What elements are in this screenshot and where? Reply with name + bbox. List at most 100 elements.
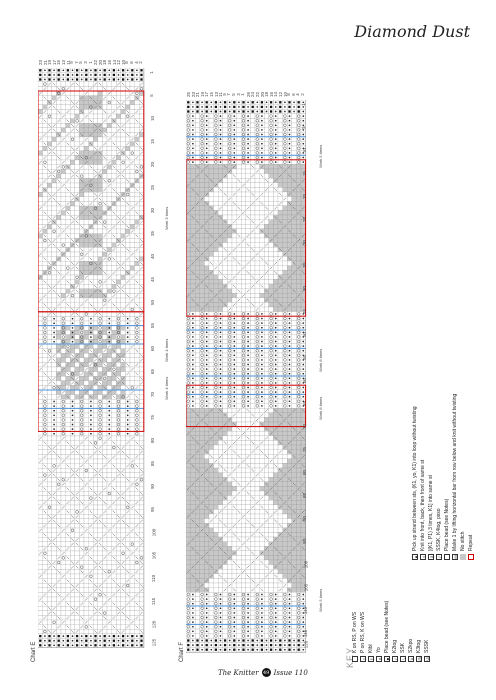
key-item: M Make 1 by lifting horizontal bar from r… [452, 394, 458, 560]
bead-square-icon: ■ [384, 656, 390, 662]
chart-e-row-number-15: 75 [150, 414, 156, 421]
chart-f-row-number-17: 85 [302, 492, 308, 499]
chart-f-row-number-19: 95 [302, 538, 308, 545]
key-item: \3 SSSK [424, 640, 430, 662]
chart-f-row-number-14: 70 [302, 423, 308, 430]
chart-e-row-number-22: 110 [151, 574, 157, 583]
key-item: Place bead (see Notes) [444, 499, 450, 560]
chart-f-row-number-16: 80 [302, 469, 308, 476]
chart-f-repeat-label-3: Work 8 times [318, 396, 323, 420]
chart-f-col-number-25: 2 [299, 93, 305, 96]
chart-e-row-number-18: 90 [150, 483, 156, 490]
blank-square-icon [352, 656, 358, 662]
chart-f-row-number-4: 20 [302, 193, 308, 200]
key-item: ℓ Ktbl [368, 644, 374, 662]
chart-f-row-number-9: 45 [302, 308, 308, 315]
key-item-text: SSSK [424, 639, 430, 653]
chart-f-row-number-20: 100 [303, 560, 309, 569]
key-item: No stitch [460, 532, 466, 560]
chart-e-row-number-20: 100 [151, 528, 157, 537]
key-item: λ S2kpo [408, 639, 414, 662]
chart-e-grid [38, 68, 145, 648]
chart-e-row-number-8: 40 [150, 253, 156, 260]
chart-f-row-number-6: 30 [302, 239, 308, 246]
dot-square-icon: • [360, 656, 366, 662]
chart-e-row-number-6: 30 [150, 207, 156, 214]
chart-e-repeat-label-1: Work 3 times [164, 206, 169, 230]
chart-e-label: Chart E [31, 641, 37, 662]
chart-e-row-number-2: 10 [150, 115, 156, 122]
chart-e [38, 68, 145, 649]
key-item-text: S2kpo [408, 638, 414, 653]
footer-page-number: 49 [261, 668, 271, 677]
chart-e-col-number-11: 1 [87, 61, 93, 64]
kfbf-square-icon: ∩ [420, 554, 426, 560]
key-item: o Yo [376, 647, 382, 662]
key-item: 3 [(K1, P1) 3 times, K1] into same st [428, 475, 434, 560]
chart-e-row-number-13: 65 [150, 368, 156, 375]
key-item: / K2tog [392, 640, 398, 662]
page-title: Diamond Dust [354, 22, 470, 41]
k3tog-square-icon: /3 [416, 656, 422, 662]
chart-e-row-number-19: 95 [150, 506, 156, 513]
chart-f-row-number-12: 60 [302, 377, 308, 384]
chart-e-repeat-label-2: Work 4 times [164, 338, 169, 362]
key-item: ▲ Pick up strand between sts, (K1, yo, K1… [412, 406, 418, 560]
key-item: ⁄ SSSK, K4tog, psso [436, 508, 442, 560]
chart-f-row-number-5: 25 [302, 216, 308, 223]
key-item-text: K2tog [392, 639, 398, 653]
key-item-text: Pick up strand between sts, (K1, yo, K1)… [412, 406, 418, 551]
key-item-text: Repeat [468, 534, 474, 551]
key-item: ∩ Knit into front, back, then front of sa… [420, 460, 426, 560]
footer-magazine: The Knitter [218, 668, 259, 677]
chart-f-row-number-10: 50 [302, 331, 308, 338]
pickup-square-icon: ▲ [412, 554, 418, 560]
key-item-text: Place bead (see Notes) [444, 498, 450, 551]
chart-e-row-number-1: 5 [148, 94, 154, 97]
chart-e-col-number-22: 2 [137, 61, 143, 64]
ktbl-square-icon: ℓ [368, 656, 374, 662]
key-item-text: K3tog [416, 639, 422, 653]
chart-e-row-number-10: 50 [150, 299, 156, 306]
chart-e-row-number-9: 45 [150, 276, 156, 283]
chart-f-row-number-22: 110 [303, 606, 309, 615]
chart-f-row-number-1: 5 [300, 126, 306, 129]
chart-e-row-number-3: 15 [150, 138, 156, 145]
key-item: K on RS, P on WS [352, 612, 358, 662]
chart-e-row-number-7: 35 [150, 230, 156, 237]
no-stitch-square-icon [460, 554, 466, 560]
chart-e-row-number-5: 25 [150, 184, 156, 191]
chart-f-label: Chart F [179, 641, 185, 662]
key-item-text: Knit into front, back, then front of sam… [420, 459, 426, 551]
chart-f-row-number-2: 10 [302, 147, 308, 154]
footer-issue: Issue 110 [273, 668, 308, 677]
chart-f-repeat-label-4: Work 5 times [318, 588, 323, 612]
chart-f-row-number-11: 55 [302, 354, 308, 361]
key-item: /3 K3tog [416, 640, 422, 662]
chart-f-row-number-21: 105 [303, 583, 309, 592]
sssk-square-icon: \3 [424, 656, 430, 662]
key-item-text: K on RS, P on WS [352, 611, 358, 653]
s2kpo-square-icon: λ [408, 656, 414, 662]
chart-f-row-number-0: 1 [300, 103, 306, 106]
chart-e-row-number-0: 1 [148, 71, 154, 74]
key-item-text: SSSK, K4tog, psso [436, 508, 442, 551]
key-item: • P on RS, K on WS [360, 612, 366, 662]
chart-e-row-number-25: 125 [151, 638, 157, 647]
key-item: \ SSK [400, 643, 406, 662]
chart-f-grid [186, 100, 307, 653]
chart-f-repeat-label-2: Work 8 times [318, 348, 323, 372]
chart-f-row-number-23: 115 [303, 629, 309, 638]
chart-f-row-number-13: 65 [302, 400, 308, 407]
chart-f-row-number-7: 35 [302, 262, 308, 269]
chart-e-row-number-11: 55 [150, 322, 156, 329]
k1p1-square-icon: 3 [428, 554, 434, 560]
key-item-text: Place bead (see Notes) [384, 600, 390, 653]
chart-e-repeat-label-3: Work 4 times [164, 376, 169, 400]
chart-e-row-number-17: 85 [150, 460, 156, 467]
chart-e-row-number-23: 115 [151, 597, 157, 606]
chart-e-row-number-12: 60 [150, 345, 156, 352]
chart-e-row-number-24: 120 [151, 620, 157, 629]
page-footer: The Knitter 49 Issue 110 [218, 668, 308, 677]
chart-f-repeat-label-1: Work 5 times [318, 144, 323, 168]
